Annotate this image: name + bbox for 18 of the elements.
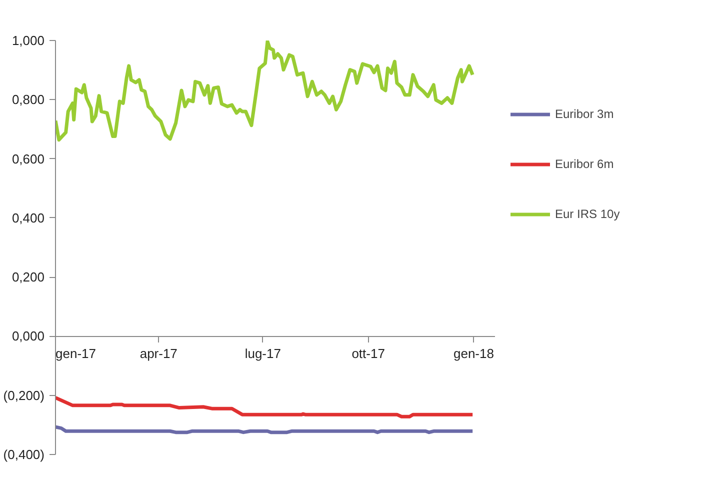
legend-label: Eur IRS 10y: [555, 207, 620, 221]
y-tick-label: 0,800: [12, 92, 45, 108]
y-tick-label: 1,000: [12, 33, 45, 48]
line-series: [56, 40, 474, 142]
legend-label: Euribor 3m: [555, 107, 614, 121]
x-tick-label: gen-17: [56, 346, 96, 362]
y-tick-label: (0,200): [3, 388, 45, 403]
y-tick-label: 0,600: [12, 151, 45, 166]
x-tick-label: ott-17: [352, 346, 385, 362]
y-tick-label: (0,400): [3, 447, 45, 462]
y-tick-label: 0,200: [12, 270, 45, 285]
y-tick-label: 0,000: [12, 328, 45, 344]
y-tick-label: 0,400: [12, 210, 45, 226]
x-tick-label: lug-17: [244, 346, 281, 362]
x-tick-label: gen-18: [453, 346, 494, 362]
line-series: [56, 396, 474, 418]
legend-label: Euribor 6m: [555, 157, 614, 171]
x-tick-label: apr-17: [140, 346, 178, 362]
